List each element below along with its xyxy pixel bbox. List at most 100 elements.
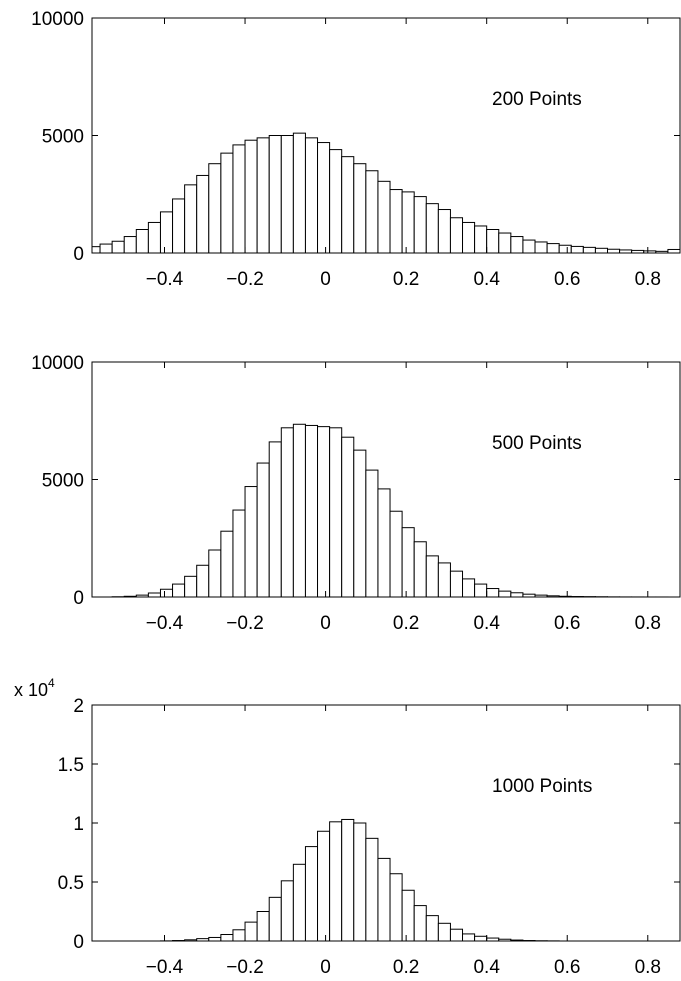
histogram-bar (389, 873, 403, 942)
histogram-bar (280, 427, 294, 598)
histogram-bar (292, 423, 306, 598)
y-tick-label: 5000 (42, 127, 84, 148)
y-exponent-label: x 10 (14, 680, 48, 700)
series-annotation: 200 Points (492, 89, 582, 110)
histogram-bar (208, 549, 222, 598)
histogram-bar (474, 225, 488, 254)
histogram-bar (147, 221, 161, 254)
y-tick-label: 10000 (31, 9, 84, 30)
histogram-bar (607, 248, 621, 254)
histogram-bar (582, 246, 596, 254)
histogram-bar (317, 426, 331, 598)
histogram-bar (232, 509, 246, 598)
x-tick-label: −0.2 (226, 269, 264, 290)
histogram-bar (462, 933, 476, 942)
histogram-bar (123, 236, 137, 254)
histogram-bar (91, 246, 101, 254)
x-tick-label: −0.4 (146, 269, 184, 290)
histogram-bar (667, 248, 681, 254)
histogram-bar (184, 184, 198, 254)
histogram-bar (208, 936, 222, 942)
y-tick-label: 1.5 (58, 755, 84, 776)
x-tick-label: 0.8 (635, 957, 661, 978)
histogram-bar (317, 830, 331, 942)
histogram-bar (232, 144, 246, 254)
histogram-bar (546, 243, 560, 254)
histogram-bar (304, 846, 319, 942)
histogram-bar (365, 170, 379, 254)
histogram-bar (353, 449, 367, 598)
histogram-bar (220, 530, 234, 598)
histogram-bar (413, 541, 427, 598)
y-tick-label: 0 (73, 244, 84, 265)
histogram-bar (534, 241, 548, 254)
x-tick-label: −0.4 (146, 613, 184, 634)
histogram-bar (196, 174, 210, 254)
histogram-bar (244, 486, 258, 598)
histogram-bar (413, 196, 427, 254)
histogram-bar (208, 163, 222, 254)
histogram-bar (353, 822, 367, 942)
x-tick-label: 0.6 (554, 269, 580, 290)
histogram-bar (437, 209, 451, 254)
y-tick-label: 2 (73, 696, 84, 717)
x-tick-label: −0.2 (226, 613, 264, 634)
histogram-bar (498, 590, 512, 598)
histogram-bar (401, 527, 415, 598)
x-tick-label: −0.2 (226, 957, 264, 978)
x-tick-label: 0.4 (473, 613, 500, 634)
histogram-bar (474, 583, 488, 598)
histogram-bar (365, 837, 379, 942)
x-tick-label: 0 (320, 269, 331, 290)
histogram-bar (558, 244, 572, 254)
histogram-bar (510, 592, 524, 598)
histogram-bar (256, 462, 270, 598)
histogram-bar (220, 934, 234, 942)
histogram-bar (244, 139, 258, 254)
histogram-bar (220, 152, 234, 254)
histogram-bar (280, 135, 294, 254)
x-tick-label: 0.6 (554, 613, 580, 634)
histogram-bar (304, 137, 319, 254)
x-tick-label: 0.6 (554, 957, 580, 978)
x-tick-label: 0.4 (473, 269, 500, 290)
histogram-bar (256, 137, 270, 254)
histogram-bar (184, 575, 198, 598)
histogram-bar (401, 889, 415, 942)
x-tick-label: 0.4 (473, 957, 500, 978)
y-tick-label: 0 (73, 588, 84, 609)
histogram-bar (244, 921, 258, 942)
histogram-bar (280, 880, 294, 942)
histogram-bar (522, 239, 536, 254)
y-exponent-power: 4 (48, 676, 55, 690)
histogram-bar (341, 156, 355, 254)
histogram-bar (268, 441, 282, 598)
x-tick-label: 0.2 (393, 957, 419, 978)
histogram-bar (196, 564, 210, 598)
histogram-bar (594, 247, 608, 254)
histogram-bar (268, 135, 282, 254)
histogram-bar (99, 243, 113, 254)
histogram-bar (389, 510, 403, 598)
histogram-bar (365, 469, 379, 598)
x-tick-label: 0.8 (635, 269, 661, 290)
y-tick-label: 1 (73, 814, 84, 835)
histogram-bar (329, 427, 343, 598)
histogram-bar (462, 578, 476, 598)
histogram-bar (172, 198, 186, 254)
histogram-bar (449, 928, 464, 942)
histogram-bar (570, 245, 584, 254)
series-annotation: 500 Points (492, 433, 582, 454)
y-tick-label: 0.5 (58, 873, 84, 894)
histogram-bar (389, 189, 403, 254)
histogram-bar (486, 229, 500, 254)
histogram-bar (329, 821, 343, 942)
histogram-bar (486, 588, 500, 598)
histogram-bar (159, 588, 174, 598)
x-tick-label: 0 (320, 613, 331, 634)
histogram-bar (425, 555, 439, 598)
histogram-bar (377, 857, 391, 942)
histogram-bar (437, 922, 451, 942)
histogram-bar (449, 570, 464, 598)
histogram-bar (341, 436, 355, 598)
